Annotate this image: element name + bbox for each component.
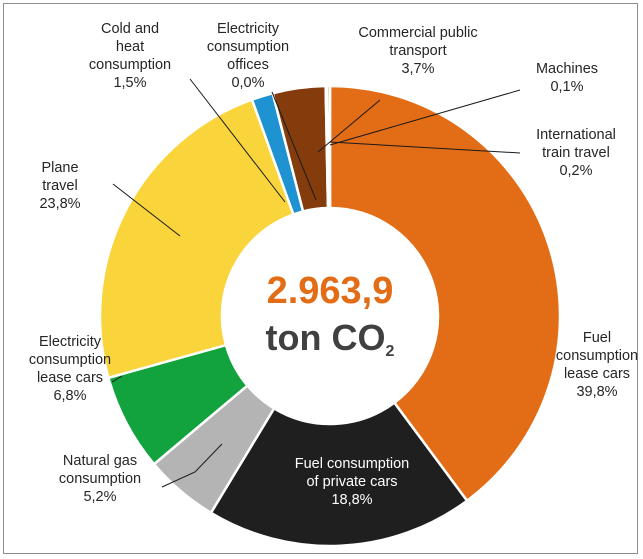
slice-label-machines: Machines 0,1% — [536, 61, 598, 95]
slice-label-plane-travel: Plane travel 23,8% — [39, 160, 80, 212]
slice-label-line: International — [536, 127, 616, 143]
slice-label-fuel-consumption-lease-cars: Fuel consumption lease cars 39,8% — [556, 330, 638, 400]
slice-percent: 3,7% — [401, 61, 434, 77]
slice-international-train-travel — [325, 84, 332, 210]
leader-lines-group — [111, 78, 521, 488]
slice-label-line: Natural gas — [63, 453, 137, 469]
slice-percent: 6,8% — [53, 388, 86, 404]
slice-percent: 5,2% — [83, 489, 116, 505]
slice-label-line: heat — [116, 39, 144, 55]
slice-percent: 0,0% — [231, 75, 264, 91]
slice-percent: 0,2% — [559, 163, 592, 179]
slice-label-line: of private cars — [306, 474, 397, 490]
slice-label-line: Fuel consumption — [295, 456, 409, 472]
slice-label-line: Electricity — [39, 334, 102, 350]
leader-line-electricity-consumption-lease-cars — [111, 375, 123, 383]
slice-label-line: lease cars — [37, 370, 103, 386]
slice-fuel-consumption-of-private-cars — [209, 401, 469, 548]
slice-label-commercial-public-transport: Commercial public transport 3,7% — [358, 25, 477, 77]
leader-line-commercial-public-transport — [317, 99, 381, 153]
slice-percent: 18,8% — [331, 492, 372, 508]
slice-label-line: lease cars — [564, 366, 630, 382]
labels-group: Fuel consumption lease cars 39,8%Fuel consu… — [29, 21, 638, 508]
slice-fuel-consumption-lease-cars — [328, 84, 562, 502]
slice-label-line: consumption — [556, 348, 638, 364]
leader-line-plane-travel — [112, 183, 181, 237]
leader-line-international-train-travel — [329, 141, 521, 154]
slice-percent: 0,1% — [550, 79, 583, 95]
center-unit-label: ton CO2 — [266, 317, 395, 360]
center-unit-subscript: 2 — [386, 343, 395, 360]
slice-label-electricity-consumption-offices: Electricity consumption offices 0,0% — [207, 21, 289, 91]
slice-plane-travel — [98, 98, 295, 380]
leader-line-electricity-consumption-offices — [271, 91, 317, 201]
slice-label-line: Commercial public — [358, 25, 477, 41]
slice-percent: 1,5% — [113, 75, 146, 91]
leader-line-machines — [329, 89, 521, 146]
center-total-value: 2.963,9 — [267, 270, 394, 312]
slice-label-line: Fuel — [583, 330, 611, 346]
slice-label-line: Plane — [41, 160, 78, 176]
slice-label-line: train travel — [542, 145, 610, 161]
slice-label-international-train-travel: International train travel 0,2% — [536, 127, 616, 179]
slice-label-line: Cold and — [101, 21, 159, 37]
slice-label-line: consumption — [29, 352, 111, 368]
slice-label-electricity-consumption-lease-cars: Electricity consumption lease cars 6,8% — [29, 334, 111, 404]
slice-label-cold-and-heat-consumption: Cold and heat consumption 1,5% — [89, 21, 171, 91]
slice-label-line: consumption — [59, 471, 141, 487]
leader-line-cold-and-heat-consumption — [189, 78, 286, 203]
slice-label-fuel-consumption-of-private-cars: Fuel consumption of private cars 18,8% — [295, 456, 409, 508]
slice-label-line: consumption — [207, 39, 289, 55]
slice-label-line: Electricity — [217, 21, 280, 37]
slice-percent: 23,8% — [39, 196, 80, 212]
slice-label-natural-gas-consumption: Natural gas consumption 5,2% — [59, 453, 141, 505]
leader-line-natural-gas-consumption — [161, 443, 223, 488]
slice-percent: 39,8% — [576, 384, 617, 400]
slice-label-line: consumption — [89, 57, 171, 73]
center-unit-text: ton CO — [266, 317, 386, 358]
slices-group — [98, 84, 562, 548]
slice-label-line: Machines — [536, 61, 598, 77]
slice-label-line: offices — [227, 57, 269, 73]
slice-label-line: transport — [389, 43, 446, 59]
slice-label-line: travel — [42, 178, 77, 194]
